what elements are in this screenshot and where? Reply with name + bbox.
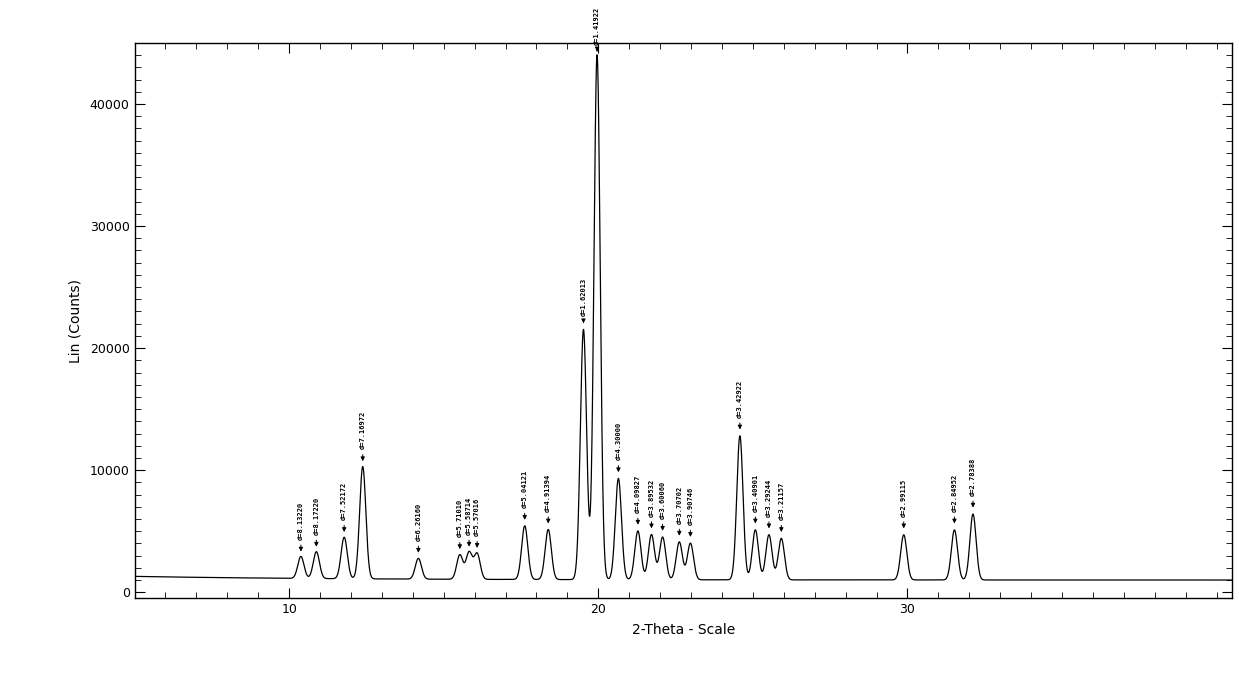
Text: d=3.60060: d=3.60060 xyxy=(659,481,665,519)
Text: d=5.58714: d=5.58714 xyxy=(466,496,472,535)
Text: d=4.30000: d=4.30000 xyxy=(616,422,622,460)
Text: d=3.42922: d=3.42922 xyxy=(737,380,743,418)
Text: d=2.99115: d=2.99115 xyxy=(901,478,907,517)
Text: d=3.90746: d=3.90746 xyxy=(688,487,694,525)
Text: d=4.91394: d=4.91394 xyxy=(545,473,551,512)
Text: d=7.16972: d=7.16972 xyxy=(359,411,366,450)
Text: d=8.17220: d=8.17220 xyxy=(313,496,320,535)
Text: d=3.89532: d=3.89532 xyxy=(648,478,654,517)
Text: d=5.57016: d=5.57016 xyxy=(475,498,481,536)
Text: d=7.52172: d=7.52172 xyxy=(341,482,347,520)
Text: d=4.09827: d=4.09827 xyxy=(634,475,641,513)
Text: d=3.21157: d=3.21157 xyxy=(778,482,784,520)
Text: d=3.70702: d=3.70702 xyxy=(676,485,683,524)
Text: d=1.41922: d=1.41922 xyxy=(593,7,600,45)
Text: d=5.71010: d=5.71010 xyxy=(457,499,463,537)
Text: d=2.78388: d=2.78388 xyxy=(970,458,976,496)
Y-axis label: Lin (Counts): Lin (Counts) xyxy=(69,279,83,363)
Text: d=2.84952: d=2.84952 xyxy=(952,473,958,512)
Text: d=1.62013: d=1.62013 xyxy=(580,278,586,317)
Text: d=3.29244: d=3.29244 xyxy=(766,478,772,517)
Text: d=6.26160: d=6.26160 xyxy=(415,502,421,541)
Text: d=8.13220: d=8.13220 xyxy=(297,502,304,540)
Text: d=3.40901: d=3.40901 xyxy=(752,473,758,512)
X-axis label: 2-Theta - Scale: 2-Theta - Scale xyxy=(632,623,735,637)
Text: d=5.04121: d=5.04121 xyxy=(522,470,528,508)
